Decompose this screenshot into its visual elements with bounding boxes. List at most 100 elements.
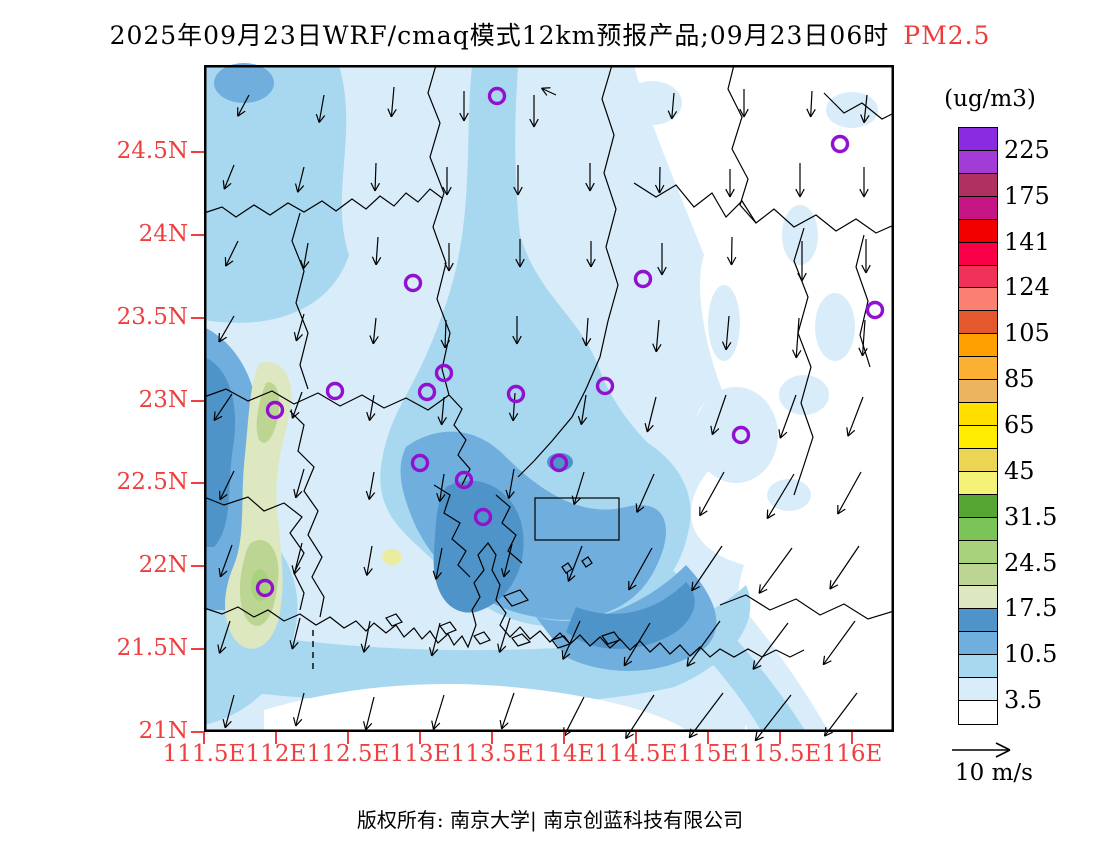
wind-arrow	[766, 473, 795, 520]
wind-arrow	[291, 542, 303, 575]
map-area	[203, 63, 895, 742]
title-text: 2025年09月23日WRF/cmaq模式12km预报产品;09月23日06时	[109, 21, 890, 50]
x-axis-tick-label: 115.5E	[738, 741, 822, 767]
pm25-contour-patch	[782, 205, 818, 265]
colorbar-cell	[958, 585, 998, 610]
y-axis-tick	[191, 482, 204, 485]
wind-arrow	[754, 694, 792, 742]
colorbar-cell	[958, 654, 998, 679]
colorbar-tick-label: 85	[1004, 365, 1035, 394]
pm25-contour-region	[264, 683, 689, 732]
x-axis-tick	[851, 732, 853, 744]
wind-arrow	[293, 468, 305, 499]
station-marker	[265, 400, 285, 420]
station-marker	[403, 273, 423, 293]
y-axis-tick	[191, 399, 204, 402]
station-marker	[473, 507, 493, 527]
wind-arrow	[499, 692, 515, 730]
administrative-boundary-line	[823, 92, 895, 120]
wind-arrow	[797, 241, 807, 282]
pm25-contour-patch	[694, 387, 778, 483]
title-pollutant-label: PM2.5	[903, 21, 991, 50]
y-axis-tick	[191, 731, 204, 733]
y-axis-tick-label: 23.5N	[116, 303, 188, 330]
y-axis-tick-label: 21N	[138, 718, 188, 744]
administrative-boundary-line	[433, 484, 471, 578]
colorbar-cell	[958, 310, 998, 335]
x-axis-tick-label: 116E	[821, 741, 883, 767]
island-outline	[511, 633, 532, 647]
map-border	[204, 65, 894, 732]
wind-arrow	[752, 622, 789, 670]
station-marker	[830, 134, 850, 154]
wind-arrow	[561, 620, 581, 660]
wind-arrow	[363, 545, 373, 576]
wind-arrow	[652, 319, 662, 353]
wind-arrow	[442, 167, 452, 196]
wind-arrow	[859, 167, 869, 198]
wind-arrow	[371, 236, 382, 266]
colorbar-tick-label: 31.5	[1004, 502, 1058, 531]
x-axis-tick-label: 112.5E	[306, 741, 390, 767]
administrative-boundary-line	[203, 541, 805, 658]
colorbar-cell	[958, 219, 998, 244]
colorbar-tick-label: 24.5	[1004, 548, 1058, 577]
wind-arrow	[822, 620, 856, 666]
station-marker	[454, 470, 474, 490]
pm25-contour-patch	[815, 293, 855, 361]
colorbar-cell	[958, 448, 998, 473]
station-marker	[325, 381, 345, 401]
wind-arrow	[363, 696, 375, 731]
station-marker	[255, 578, 275, 598]
colorbar-cell	[958, 150, 998, 175]
administrative-boundary-line	[203, 388, 450, 411]
island-outline	[581, 556, 593, 568]
wind-arrow	[725, 169, 735, 198]
wind-arrow	[726, 236, 737, 266]
colorbar-cell	[958, 494, 998, 519]
pm25-contour-patch	[622, 81, 682, 125]
y-axis-tick	[191, 648, 204, 651]
colorbar-cell	[958, 563, 998, 587]
administrative-boundary-line	[727, 64, 757, 224]
station-marker	[487, 86, 507, 106]
wind-arrow	[444, 243, 454, 272]
wind-arrow	[739, 89, 749, 118]
y-axis-tick-label: 22N	[138, 552, 188, 579]
administrative-boundary-line	[289, 410, 325, 618]
station-marker	[595, 376, 615, 396]
colorbar-cell	[958, 540, 998, 565]
colorbar-cell	[958, 631, 998, 656]
wind-arrow	[571, 471, 585, 505]
wind-arrow	[459, 91, 469, 122]
island-outline	[385, 613, 403, 627]
wind-arrow	[213, 393, 233, 422]
wind-arrow	[623, 622, 651, 667]
wind-arrow	[699, 471, 725, 517]
x-axis-tick	[347, 732, 349, 744]
wind-arrow	[432, 547, 443, 580]
region-highlight-box	[534, 497, 620, 541]
y-axis-tick-label: 23N	[138, 386, 188, 413]
wind-arrow	[387, 86, 397, 118]
wind-arrow	[585, 163, 595, 192]
pm25-contour-region	[204, 585, 751, 706]
pm25-contour-region	[204, 65, 349, 323]
wind-arrow	[237, 94, 250, 117]
wind-arrow	[315, 94, 326, 123]
x-axis-tick-label: 114.5E	[594, 741, 678, 767]
island-outline	[439, 621, 457, 635]
island-outline	[473, 631, 491, 645]
administrative-boundary-line	[291, 212, 309, 390]
wind-arrow	[791, 317, 802, 359]
wind-arrow	[300, 242, 310, 269]
wind-arrow	[710, 394, 727, 436]
wind-reference-legend: 10 m/s	[944, 736, 1054, 796]
colorbar-tick-label: 141	[1004, 227, 1050, 256]
administrative-boundary-line	[203, 188, 443, 218]
x-axis-tick	[635, 732, 637, 744]
wind-arrow	[440, 319, 451, 349]
colorbar-tick-label: 65	[1004, 411, 1035, 439]
island-outline	[503, 589, 529, 607]
wind-arrow	[581, 317, 592, 347]
